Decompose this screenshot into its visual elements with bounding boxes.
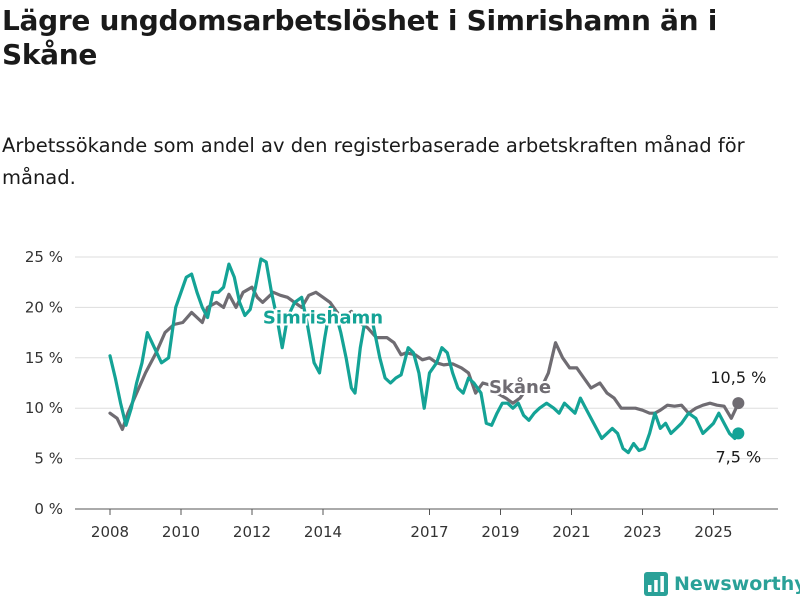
- x-tick-label: 2017: [410, 523, 448, 541]
- end-value-label-simrishamn: 7,5 %: [715, 447, 761, 466]
- brand-logo: Newsworthy: [644, 570, 800, 598]
- brand-name: Newsworthy: [674, 573, 800, 595]
- end-value-label-skane: 10,5 %: [710, 368, 766, 387]
- y-tick-label: 25 %: [25, 248, 63, 266]
- y-tick-label: 0 %: [34, 500, 63, 518]
- newsworthy-logo-icon: [644, 572, 668, 596]
- x-tick-label: 2021: [552, 523, 590, 541]
- x-tick-label: 2012: [233, 523, 271, 541]
- series-end-point-simrishamn: [732, 427, 745, 440]
- y-tick-label: 20 %: [25, 298, 63, 316]
- series-line-simrishamn: [108, 257, 740, 455]
- x-tick-label: 2019: [481, 523, 519, 541]
- series-line-skåne: [108, 285, 740, 431]
- x-tick-label: 2025: [694, 523, 732, 541]
- y-tick-label: 15 %: [25, 349, 63, 367]
- series-label-simrishamn: Simrishamn: [263, 308, 383, 329]
- x-tick-label: 2023: [623, 523, 661, 541]
- y-tick-label: 5 %: [34, 450, 63, 468]
- series-label-skane: Skåne: [489, 376, 551, 398]
- y-tick-label: 10 %: [25, 399, 63, 417]
- chart-title: Lägre ungdomsarbetslöshet i Simrishamn ä…: [2, 4, 718, 71]
- x-tick-label: 2010: [162, 523, 200, 541]
- chart-subtitle: Arbetssökande som andel av den registerb…: [2, 134, 745, 189]
- x-tick-label: 2008: [91, 523, 129, 541]
- series-end-point-skåne: [732, 397, 745, 410]
- x-tick-label: 2014: [304, 523, 342, 541]
